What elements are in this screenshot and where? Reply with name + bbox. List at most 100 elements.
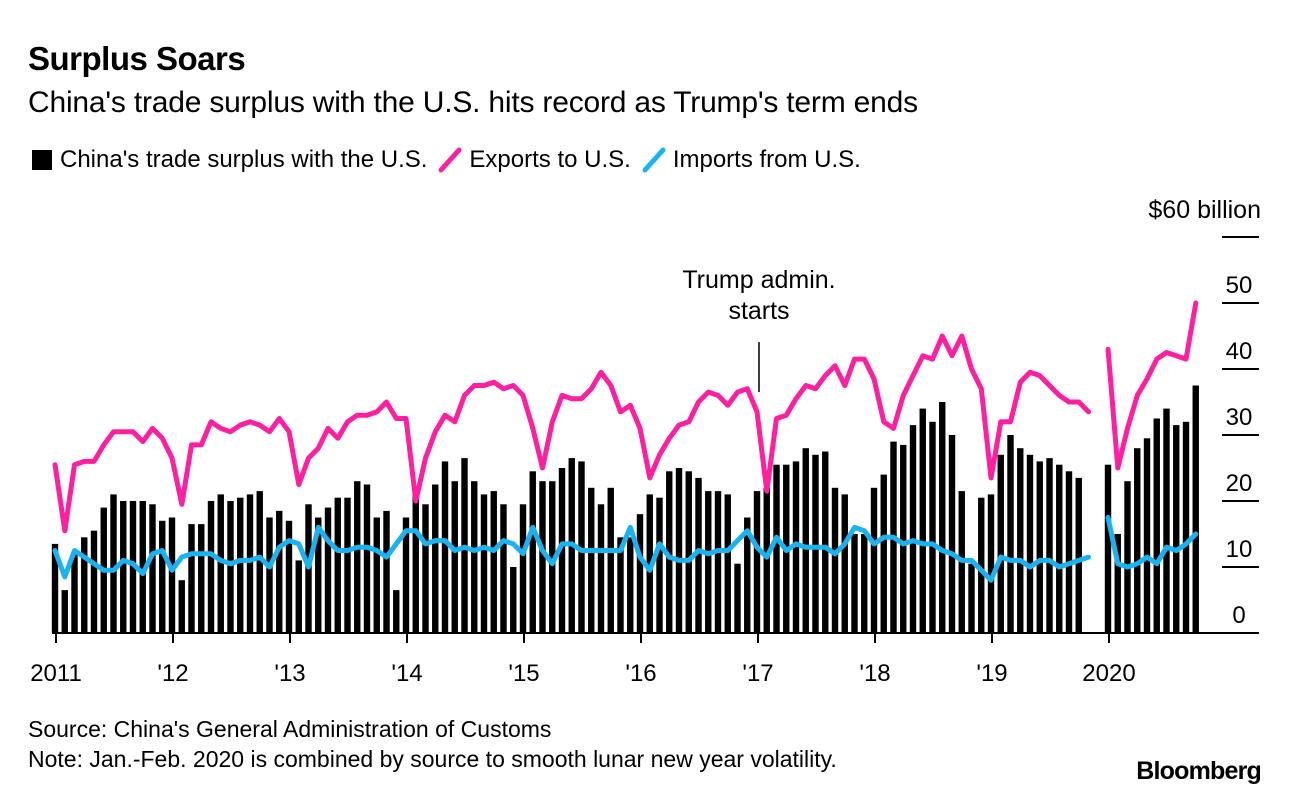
surplus-bar bbox=[734, 563, 741, 633]
surplus-bar bbox=[1143, 438, 1151, 633]
surplus-bar bbox=[1153, 418, 1160, 633]
x-tick-label-2020: 2020 bbox=[1082, 660, 1135, 687]
surplus-bar bbox=[207, 501, 215, 633]
y-tick-label-10: 10 bbox=[1226, 536, 1253, 563]
surplus-bar bbox=[968, 563, 975, 633]
surplus-bar bbox=[149, 504, 156, 633]
surplus-bar bbox=[685, 471, 692, 633]
y-axis-unit-label: $60 billion bbox=[1148, 196, 1261, 224]
legend-line-icon-exports bbox=[438, 147, 462, 173]
surplus-bar bbox=[61, 590, 68, 633]
surplus-bar bbox=[354, 481, 361, 633]
legend-item-imports: Imports from U.S. bbox=[641, 146, 861, 174]
surplus-bar bbox=[1104, 464, 1112, 633]
surplus-bar bbox=[393, 590, 400, 633]
x-tick-label-2012: '12 bbox=[157, 660, 188, 687]
surplus-bar bbox=[773, 464, 780, 633]
surplus-bar bbox=[1114, 534, 1121, 633]
x-tick-label-2014: '14 bbox=[391, 660, 422, 687]
surplus-bar bbox=[1026, 454, 1034, 633]
surplus-bar bbox=[315, 517, 322, 633]
surplus-bar bbox=[763, 487, 770, 633]
surplus-bar bbox=[861, 534, 868, 633]
surplus-bar bbox=[373, 517, 380, 633]
surplus-bar bbox=[675, 468, 683, 633]
legend-label-surplus: China's trade surplus with the U.S. bbox=[60, 146, 428, 173]
surplus-bar bbox=[178, 580, 185, 633]
x-tick-label-2016: '16 bbox=[625, 660, 656, 687]
surplus-bar bbox=[324, 507, 332, 633]
surplus-bar bbox=[441, 461, 449, 633]
surplus-bar bbox=[841, 494, 848, 633]
surplus-bar bbox=[909, 425, 917, 633]
x-tick-label-2019: '19 bbox=[976, 660, 1007, 687]
surplus-bar bbox=[81, 537, 88, 633]
chart-subtitle: China's trade surplus with the U.S. hits… bbox=[28, 86, 918, 119]
source-note: Source: China's General Administration o… bbox=[28, 716, 552, 742]
surplus-bar bbox=[1056, 464, 1063, 633]
bloomberg-logo: Bloomberg bbox=[1136, 757, 1262, 785]
surplus-bar bbox=[519, 504, 527, 633]
surplus-bar bbox=[276, 510, 283, 633]
surplus-bar bbox=[139, 501, 146, 633]
surplus-bar bbox=[188, 524, 195, 633]
y-axis: 50 40 30 20 10 0 bbox=[1222, 236, 1259, 634]
surplus-bar bbox=[666, 471, 673, 633]
surplus-bar bbox=[1182, 421, 1190, 633]
annotation-text-line1: Trump admin. bbox=[682, 266, 835, 294]
x-tick-label-2018: '18 bbox=[859, 660, 890, 687]
surplus-bar bbox=[636, 514, 644, 633]
surplus-bar bbox=[656, 497, 663, 633]
surplus-bar bbox=[919, 408, 926, 633]
surplus-bar bbox=[217, 494, 224, 633]
y-tick-label-40: 40 bbox=[1226, 338, 1253, 365]
surplus-bar bbox=[627, 537, 634, 633]
x-tick-label-2011: 2011 bbox=[30, 660, 82, 687]
surplus-bar bbox=[266, 517, 273, 633]
y-tick-label-20: 20 bbox=[1226, 470, 1253, 497]
surplus-bar bbox=[237, 497, 244, 633]
surplus-bar bbox=[753, 491, 761, 633]
surplus-bar bbox=[344, 497, 351, 633]
legend: China's trade surplus with the U.S. Expo… bbox=[30, 146, 871, 174]
legend-square-icon bbox=[32, 150, 52, 170]
surplus-bar bbox=[851, 534, 858, 633]
legend-label-imports: Imports from U.S. bbox=[672, 146, 861, 173]
imports-line-segment-1 bbox=[52, 524, 1091, 583]
surplus-bar bbox=[1192, 385, 1199, 633]
series-lines bbox=[52, 300, 1199, 583]
surplus-bar bbox=[549, 481, 556, 633]
y-tick-label-30: 30 bbox=[1226, 404, 1253, 431]
x-tick-label-2015: '15 bbox=[508, 660, 539, 687]
y-tick-label-50: 50 bbox=[1226, 272, 1253, 299]
surplus-bar bbox=[792, 461, 800, 633]
annotation: Trump admin. starts bbox=[682, 266, 836, 392]
surplus-bar bbox=[159, 520, 166, 633]
surplus-bar bbox=[120, 501, 127, 633]
surplus-bar bbox=[695, 477, 702, 633]
imports-line-segment-2 bbox=[1105, 515, 1199, 570]
surplus-bar bbox=[383, 510, 390, 633]
surplus-bar bbox=[948, 435, 956, 633]
surplus-bar bbox=[285, 520, 293, 633]
surplus-bar bbox=[1036, 461, 1043, 633]
surplus-bar bbox=[939, 402, 946, 633]
surplus-bar bbox=[588, 487, 595, 633]
surplus-bar bbox=[422, 504, 429, 633]
surplus-bar bbox=[490, 491, 497, 633]
surplus-bar bbox=[831, 487, 839, 633]
x-axis: 2011 '12 '13 '14 '15 '16 '17 '18 '19 2020 bbox=[30, 632, 1259, 687]
surplus-bar bbox=[870, 487, 878, 633]
surplus-bar bbox=[246, 494, 254, 633]
surplus-bar bbox=[802, 448, 809, 633]
surplus-bar bbox=[510, 567, 517, 633]
surplus-bar bbox=[256, 491, 263, 633]
surplus-bar bbox=[714, 491, 722, 633]
surplus-bar bbox=[295, 560, 302, 633]
footer-notes: Source: China's General Administration o… bbox=[28, 714, 837, 774]
surplus-bar bbox=[1075, 477, 1082, 633]
surplus-bar bbox=[168, 517, 176, 633]
surplus-bar bbox=[1134, 448, 1141, 633]
surplus-bar bbox=[597, 504, 605, 633]
